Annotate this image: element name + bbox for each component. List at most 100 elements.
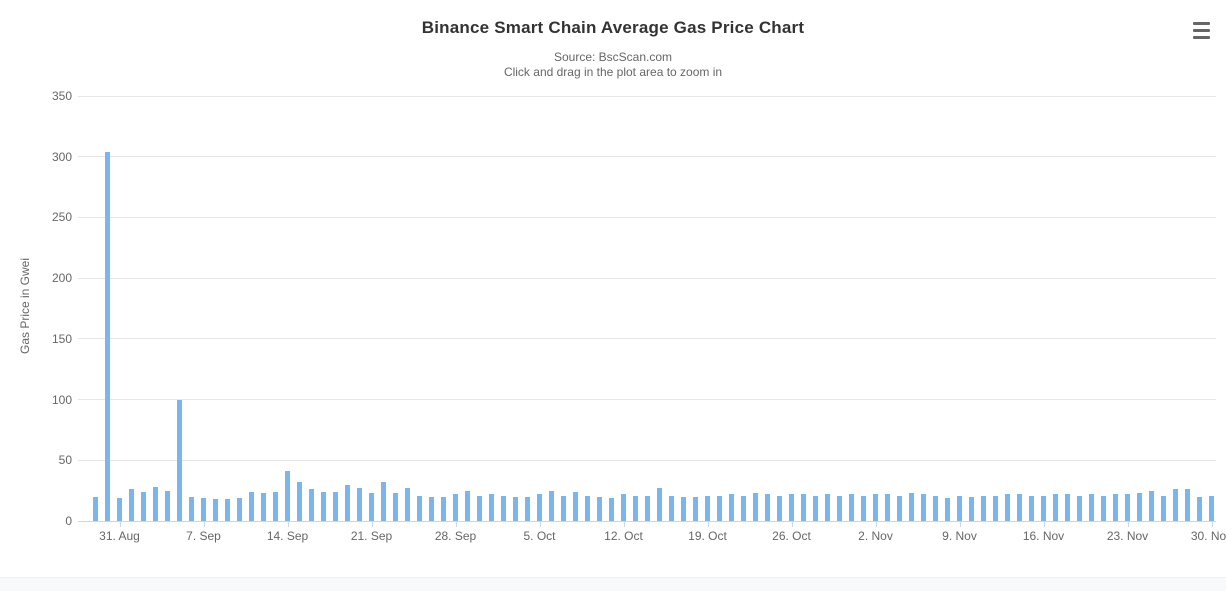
column-bar[interactable] [573,492,578,521]
column-bar[interactable] [621,494,626,521]
column-bar[interactable] [1197,497,1202,521]
column-bar[interactable] [873,494,878,521]
column-bar[interactable] [1029,496,1034,522]
column-bar[interactable] [1185,489,1190,521]
column-bar[interactable] [825,494,830,521]
column-bar[interactable] [909,493,914,521]
column-bar[interactable] [753,493,758,521]
column-bar[interactable] [321,492,326,521]
column-bar[interactable] [957,496,962,522]
column-bar[interactable] [993,496,998,522]
column-bar[interactable] [1065,494,1070,521]
column-bar[interactable] [333,492,338,521]
column-bar[interactable] [1209,496,1214,522]
column-bar[interactable] [273,492,278,521]
column-bar[interactable] [501,496,506,522]
column-bar[interactable] [453,494,458,521]
column-bar[interactable] [249,492,254,521]
column-bar[interactable] [789,494,794,521]
column-bar[interactable] [117,498,122,521]
column-bar[interactable] [93,497,98,521]
column-bar[interactable] [1089,494,1094,521]
column-bar[interactable] [897,496,902,522]
column-bar[interactable] [1053,494,1058,521]
column-bar[interactable] [933,496,938,522]
column-bar[interactable] [1041,496,1046,522]
column-bar[interactable] [237,498,242,521]
column-bar[interactable] [381,482,386,521]
column-bar[interactable] [189,497,194,521]
column-bar[interactable] [309,489,314,521]
column-bar[interactable] [429,497,434,521]
column-bar[interactable] [1077,496,1082,522]
column-bar[interactable] [837,496,842,522]
column-bar[interactable] [477,496,482,522]
column-bar[interactable] [1017,494,1022,521]
column-bar[interactable] [201,498,206,521]
column-bar[interactable] [537,494,542,521]
column-bar[interactable] [261,493,266,521]
column-bar[interactable] [285,471,290,521]
column-bar[interactable] [417,496,422,522]
column-bar[interactable] [165,491,170,521]
column-bar[interactable] [693,497,698,521]
column-bar[interactable] [681,497,686,521]
column-bar[interactable] [921,494,926,521]
column-bar[interactable] [717,496,722,522]
column-bar[interactable] [129,489,134,521]
column-bar[interactable] [525,497,530,521]
column-bar[interactable] [153,487,158,521]
footer-band [0,577,1226,591]
column-bar[interactable] [1005,494,1010,521]
column-bar[interactable] [705,496,710,522]
x-axis-tick [960,522,961,527]
column-bar[interactable] [1137,493,1142,521]
column-bar[interactable] [1125,494,1130,521]
column-bar[interactable] [849,494,854,521]
column-bar[interactable] [489,494,494,521]
column-bar[interactable] [597,497,602,521]
column-bar[interactable] [981,496,986,522]
x-axis-tick-label: 21. Sep [337,529,407,543]
column-bar[interactable] [585,496,590,522]
column-bar[interactable] [297,482,302,521]
column-bar[interactable] [225,499,230,521]
column-bar[interactable] [813,496,818,522]
column-bar[interactable] [765,494,770,521]
column-bar[interactable] [669,496,674,522]
column-bar[interactable] [405,488,410,521]
column-bar[interactable] [741,496,746,522]
column-bar[interactable] [885,494,890,521]
x-axis-tick [540,522,541,527]
column-bar[interactable] [357,488,362,521]
column-bar[interactable] [1173,489,1178,521]
column-bar[interactable] [441,497,446,521]
column-bar[interactable] [1149,491,1154,521]
column-bar[interactable] [1101,496,1106,522]
column-bar[interactable] [177,400,182,521]
column-bar[interactable] [969,497,974,521]
column-bar[interactable] [345,485,350,521]
column-bar[interactable] [777,496,782,522]
column-bar[interactable] [213,499,218,521]
column-bar[interactable] [801,494,806,521]
column-bar[interactable] [609,498,614,521]
column-bar[interactable] [513,497,518,521]
column-bar[interactable] [729,494,734,521]
column-bar[interactable] [465,491,470,521]
column-bar[interactable] [393,493,398,521]
column-bar[interactable] [645,496,650,522]
column-bar[interactable] [633,496,638,522]
column-bar[interactable] [1161,496,1166,522]
column-bar[interactable] [141,492,146,521]
x-axis-tick [372,522,373,527]
column-bar[interactable] [1113,494,1118,521]
column-bar[interactable] [105,152,110,521]
column-bar[interactable] [945,498,950,521]
column-bar[interactable] [861,496,866,522]
column-bar[interactable] [561,496,566,522]
column-bar[interactable] [549,491,554,521]
column-bar[interactable] [657,488,662,521]
column-bar[interactable] [369,493,374,521]
